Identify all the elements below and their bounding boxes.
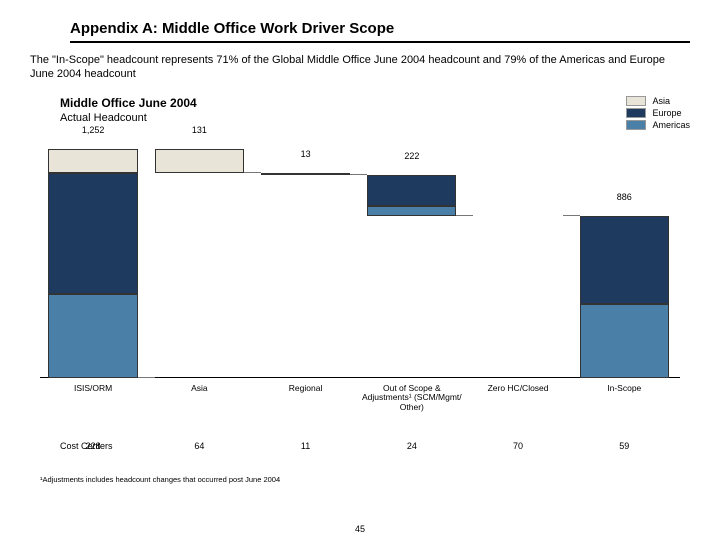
legend-swatch [626,108,646,118]
chart-bar: 13 [252,148,358,378]
legend-label: Americas [652,120,690,130]
chart-connector [563,215,580,216]
category-label: In-Scope [571,378,677,413]
legend-swatch [626,120,646,130]
chart-title: Middle Office June 2004 [60,96,197,110]
chart-bar-body: 886 [580,148,669,378]
chart-bar-segment [48,173,137,294]
page-title: Appendix A: Middle Office Work Driver Sc… [70,20,690,43]
legend-item: Europe [626,108,690,118]
chart-bar-label: 131 [155,125,244,137]
category-axis: ISIS/ORMAsiaRegionalOut of Scope & Adjus… [40,378,680,413]
category-label: Asia [146,378,252,413]
legend-swatch [626,96,646,106]
page-number: 45 [0,524,720,534]
chart-bar-segment [580,304,669,378]
cost-centers-row: Cost Centers 2286411247059 [40,441,680,451]
category-label: Out of Scope & Adjustments¹ (SCM/Mgmt/ O… [359,378,465,413]
chart-bar: 131 [146,148,252,378]
chart-bar-label: 222 [367,151,456,163]
legend: Asia Europe Americas [626,96,690,132]
chart-bar-body [473,148,562,378]
cost-centers-label: Cost Centers [60,441,113,451]
cost-center-value: 64 [146,441,252,451]
chart-connector [244,172,261,173]
category-label: Zero HC/Closed [465,378,571,413]
chart-bar-label: 886 [580,192,669,204]
chart-bar-body: 222 [367,148,456,378]
legend-label: Asia [652,96,670,106]
chart-bar-segment [155,149,244,173]
chart-bar: 222 [359,148,465,378]
chart-bar-segment [367,206,456,216]
chart-bar-segment [48,149,137,173]
category-label: Regional [252,378,358,413]
chart-bar-segment [48,294,137,378]
chart-connector [138,377,155,378]
chart-bar [465,148,571,378]
chart-bar-segment [580,216,669,304]
category-label: ISIS/ORM [40,378,146,413]
chart-bar-body: 1,252 [48,148,137,378]
chart-connector [456,215,473,216]
waterfall-chart: 1,252131 13 222 886 [40,148,680,378]
chart-bar-label: 13 [261,149,350,161]
page-subtitle: The "In-Scope" headcount represents 71% … [30,53,690,82]
cost-center-value: 24 [359,441,465,451]
chart-bar-body: 13 [261,148,350,378]
legend-item: Americas [626,120,690,130]
footnote: ¹Adjustments includes headcount changes … [40,475,690,484]
legend-label: Europe [652,108,681,118]
chart-connector [350,174,367,175]
chart-subtitle: Actual Headcount [60,112,197,124]
chart-bar-segment [261,173,350,175]
cost-center-value: 70 [465,441,571,451]
chart-bar: 1,252 [40,148,146,378]
legend-item: Asia [626,96,690,106]
chart-bar-segment [367,175,456,206]
chart-bar-body: 131 [155,148,244,378]
chart-bar: 886 [571,148,677,378]
cost-center-value: 11 [252,441,358,451]
cost-center-value: 59 [571,441,677,451]
chart-bar-label: 1,252 [48,125,137,137]
